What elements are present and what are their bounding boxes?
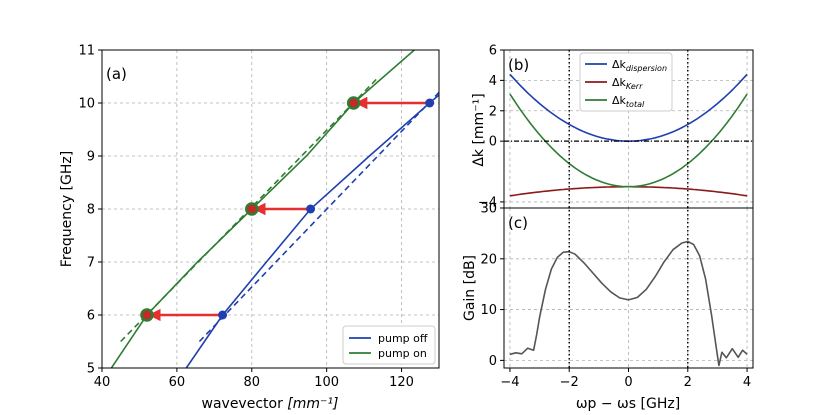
tick-label-y: 11: [78, 44, 95, 59]
legend-dk-dispersion: Δkdispersion: [612, 58, 667, 73]
series-line: [509, 240, 748, 367]
panel-a-markers: [140, 96, 435, 322]
pump-on-point: [346, 96, 361, 110]
pump-off-point: [218, 310, 228, 320]
panel-a-xlabel: wavevector [mm⁻¹]: [202, 396, 339, 412]
tick-label-y: 2: [489, 104, 497, 119]
legend-box: [579, 52, 673, 112]
panel-a-ticks: 40 60 80 100 120 5 6 7 8 9 10 11: [78, 44, 414, 391]
shared-vertical-markers: [568, 50, 689, 368]
tick-label-y: −4: [478, 195, 497, 210]
tick-label-y: 4: [489, 74, 497, 89]
panel-c-ticks: −4 −2 0 2 4 0 10 20 30: [480, 202, 751, 391]
panel-a-label: (a): [106, 65, 127, 83]
panel-c-ylabel: Gain [dB]: [462, 255, 478, 321]
pump-on-point: [140, 308, 154, 322]
panel-c: −4 −2 0 2 4 0 10 20 30 (c) ωp − ωs [GHz] Gain [d…: [462, 202, 754, 412]
legend-pump-off: pump off: [378, 332, 428, 345]
tick-label-x: 120: [389, 375, 414, 390]
panel-a-legend: pump off pump on: [342, 325, 436, 365]
tick-label-x: 60: [169, 375, 186, 390]
tick-label-x: 80: [244, 375, 261, 390]
panel-b-label: (b): [508, 56, 529, 74]
panel-c-series: [509, 240, 748, 367]
pump-off-point: [425, 98, 435, 108]
tick-label-y: 10: [78, 97, 95, 112]
tick-label-x: 100: [314, 375, 339, 390]
legend-box: [342, 325, 436, 365]
tick-label-x: 40: [94, 375, 111, 390]
tick-label-y: 6: [87, 309, 95, 324]
legend-dk-total: Δktotal: [612, 94, 645, 109]
panel-a-ylabel: Frequency [GHz]: [59, 151, 75, 267]
tick-label-x: 0: [624, 375, 632, 390]
tick-label-x: 2: [684, 375, 692, 390]
tick-label-y: 8: [87, 203, 95, 218]
tick-label-y: 0: [489, 135, 497, 150]
tick-label-x: −4: [500, 375, 519, 390]
series-line: [509, 93, 748, 188]
panel-a: 40 60 80 100 120 5 6 7 8 9 10 11 (a) wavevector [mm…: [59, 44, 440, 412]
panel-b: −4 0 2 4 6 (b) Δk [mm⁻¹] Δkdispersion ΔkKerr…: [471, 44, 754, 210]
tick-label-y: 7: [87, 256, 95, 271]
legend-pump-on: pump on: [378, 347, 427, 360]
tick-label-y: 6: [489, 44, 497, 59]
tick-label-x: 4: [743, 375, 751, 390]
tick-label-y: 9: [87, 150, 95, 165]
series-line: [198, 91, 439, 343]
tick-label-y: 10: [480, 303, 497, 318]
panel-c-xlabel: ωp − ωs [GHz]: [576, 396, 680, 412]
tick-label-y: 5: [87, 362, 95, 377]
legend-dk-kerr: ΔkKerr: [612, 76, 643, 91]
tick-label-y: 20: [480, 252, 497, 267]
tick-label-x: −2: [560, 375, 579, 390]
panel-c-label: (c): [508, 214, 528, 232]
panel-a-arrows: [148, 96, 430, 322]
tick-label-y: 30: [480, 202, 497, 217]
panel-b-legend: Δkdispersion ΔkKerr Δktotal: [579, 52, 673, 112]
pump-on-point: [245, 202, 259, 216]
panel-b-ticks: −4 0 2 4 6: [478, 44, 504, 210]
tick-label-y: 0: [489, 354, 497, 369]
panel-b-series: [504, 73, 753, 197]
panel-b-ylabel: Δk [mm⁻¹]: [471, 93, 487, 166]
pump-off-point: [306, 204, 316, 214]
